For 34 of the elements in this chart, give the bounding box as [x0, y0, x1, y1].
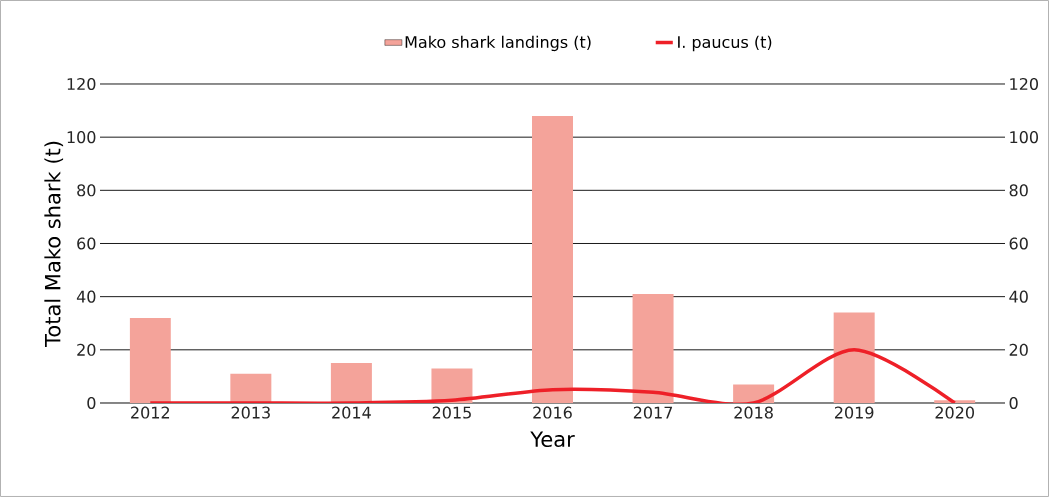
y2-tick-label: 0 [1009, 396, 1018, 410]
x-tick-label: 2014 [332, 406, 371, 419]
x-tick-label: 2020 [935, 406, 974, 419]
bar [632, 294, 674, 403]
y-tick-label: 0 [87, 396, 96, 410]
y-tick-label: 20 [77, 343, 96, 356]
bar [129, 317, 171, 403]
y2-tick-label: 40 [1009, 290, 1028, 303]
x-axis-title: Year [530, 431, 575, 448]
x-tick-label: 2013 [231, 406, 270, 419]
bar [230, 373, 272, 403]
legend-label: Mako shark landings (t) [405, 35, 591, 52]
y-axis-title: Total Mako shark (t) [44, 141, 64, 347]
y-tick-label: 60 [77, 237, 96, 250]
bar [833, 312, 875, 403]
bar [330, 363, 372, 403]
bar [532, 115, 574, 403]
y2-tick-label: 100 [1010, 131, 1038, 144]
x-tick-label: 2016 [533, 406, 572, 419]
y-tick-label: 80 [77, 184, 96, 197]
y-tick-label: 40 [76, 290, 96, 303]
x-tick-label: 2017 [633, 406, 673, 419]
y2-tick-label: 80 [1009, 184, 1028, 197]
y2-tick-label: 20 [1009, 343, 1028, 356]
line-series [148, 348, 957, 403]
x-tick-label: 2019 [834, 406, 874, 419]
y2-tick-label: 60 [1009, 237, 1028, 250]
x-tick-label: 2012 [131, 406, 170, 419]
x-tick-label: 2015 [432, 406, 471, 419]
y-tick-label: 120 [67, 77, 96, 91]
x-tick-label: 2018 [734, 406, 773, 419]
y2-tick-label: 120 [1010, 77, 1038, 91]
y-tick-label: 100 [67, 131, 96, 144]
legend-label: I. paucus (t) [678, 35, 772, 52]
